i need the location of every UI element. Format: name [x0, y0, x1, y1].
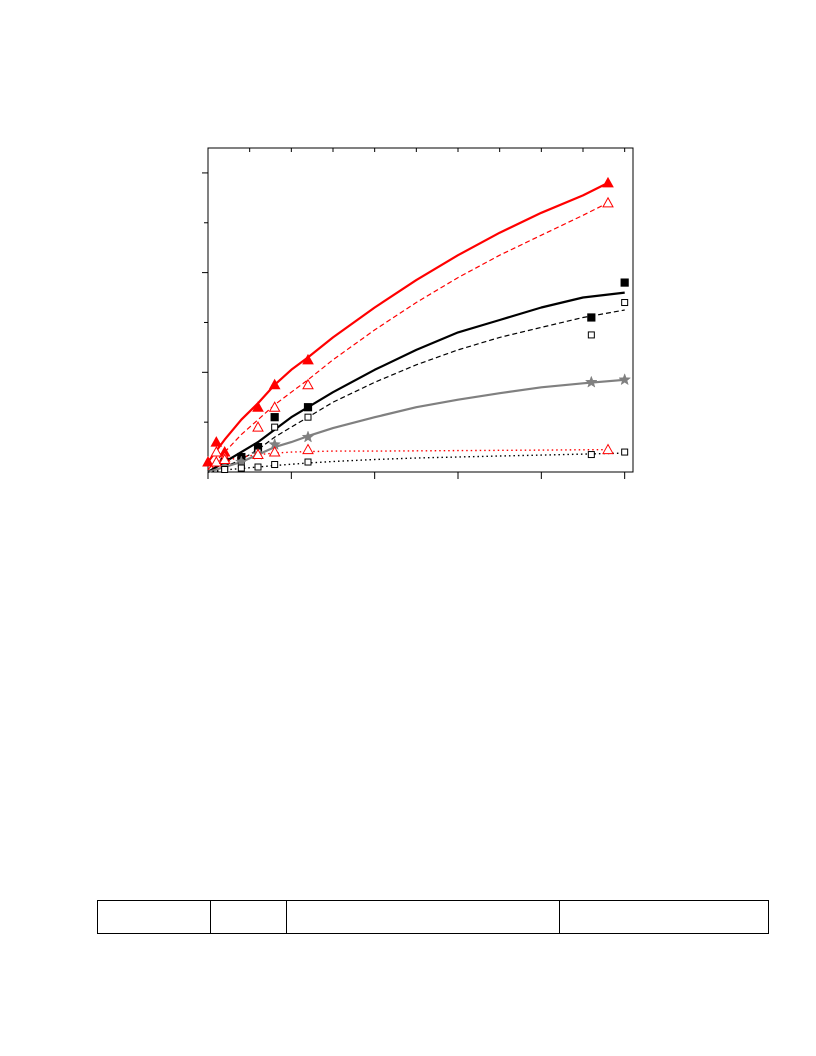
data-point-series-7	[304, 458, 312, 466]
data-point-series-3	[620, 278, 629, 287]
data-point-series-6	[602, 443, 614, 455]
data-point-series-5	[618, 373, 632, 386]
data-point-series-7	[254, 463, 262, 471]
data-point-series-7	[587, 451, 595, 459]
fit-line-series-1	[207, 181, 609, 463]
fit-line-series-2	[207, 202, 609, 470]
data-point-series-3	[303, 403, 313, 412]
data-point-series-2	[268, 401, 281, 412]
data-point-series-4	[271, 423, 279, 431]
data-markers	[202, 176, 632, 474]
data-point-series-7	[271, 461, 279, 469]
data-point-series-1	[252, 401, 264, 412]
fit-line-series-6	[207, 448, 609, 471]
table-cell	[559, 900, 769, 934]
data-point-series-3	[270, 413, 279, 422]
bottom-table	[97, 900, 769, 934]
data-point-series-2	[602, 196, 614, 208]
table-cell	[210, 900, 287, 934]
table-cell	[97, 900, 211, 934]
data-point-series-1	[302, 353, 314, 365]
axis-ticks	[202, 148, 626, 479]
fit-line-series-5	[207, 378, 625, 474]
data-point-series-1	[268, 378, 281, 390]
data-point-series-7	[621, 448, 629, 456]
data-point-series-6	[210, 456, 223, 467]
data-point-series-5	[584, 375, 598, 388]
table-row	[97, 900, 769, 934]
chart	[202, 147, 634, 479]
data-point-series-6	[218, 453, 231, 465]
data-point-series-1	[602, 176, 614, 188]
data-point-series-4	[304, 413, 312, 421]
data-point-series-6	[268, 446, 281, 457]
data-point-series-4	[587, 331, 595, 339]
plot-frame	[207, 147, 634, 473]
data-point-series-2	[302, 378, 314, 390]
data-point-series-7	[221, 466, 229, 474]
data-point-series-7	[237, 464, 245, 472]
plot-border	[207, 147, 634, 473]
data-point-series-1	[210, 436, 223, 447]
fit-line-series-3	[207, 291, 625, 473]
data-point-series-2	[210, 446, 223, 457]
data-point-series-6	[302, 443, 314, 455]
data-point-series-3	[587, 313, 596, 322]
data-point-series-5	[301, 430, 315, 443]
fit-lines	[207, 181, 625, 474]
data-point-series-1	[202, 456, 214, 467]
data-point-series-4	[621, 299, 629, 307]
data-point-series-2	[252, 421, 264, 432]
table-cell	[286, 900, 560, 934]
data-point-series-6	[252, 448, 264, 460]
